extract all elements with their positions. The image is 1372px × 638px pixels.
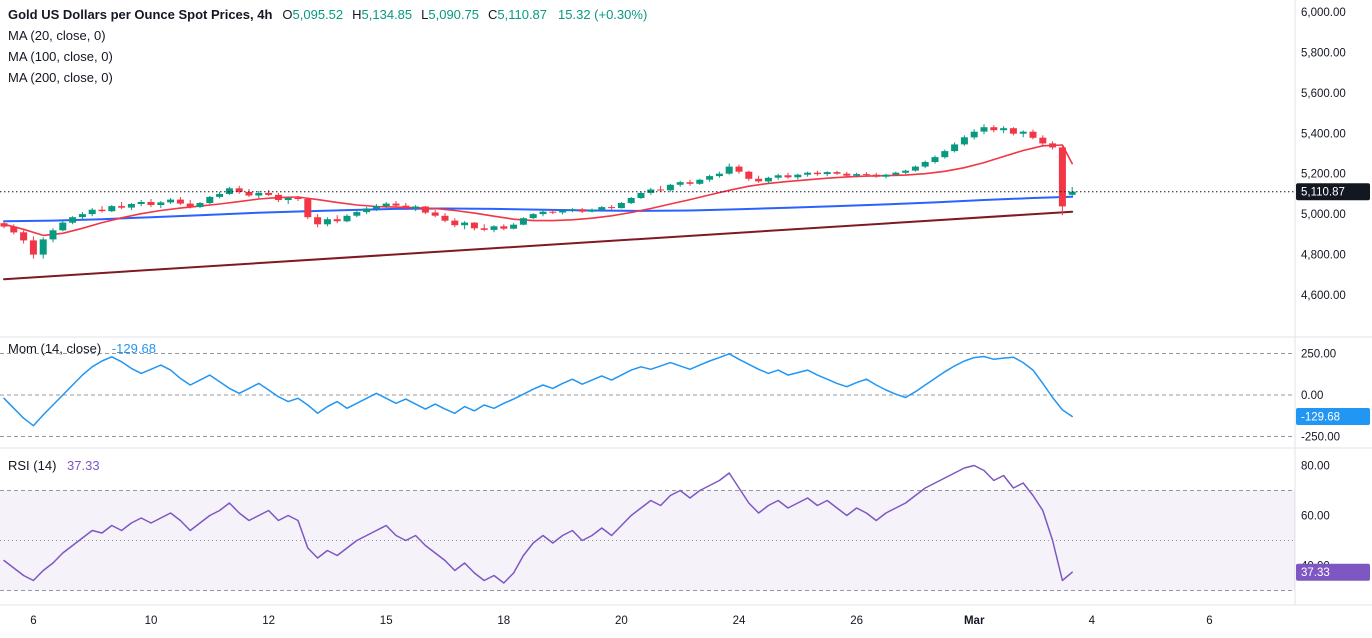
- rsi-legend[interactable]: RSI (14) 37.33: [8, 455, 100, 476]
- svg-text:6,000.00: 6,000.00: [1301, 7, 1346, 19]
- chart-title[interactable]: Gold US Dollars per Ounce Spot Prices, 4…: [8, 7, 273, 22]
- rsi-value: 37.33: [67, 458, 100, 473]
- svg-text:5,110.87: 5,110.87: [1301, 187, 1345, 199]
- svg-text:5,800.00: 5,800.00: [1301, 47, 1346, 59]
- ohlc-low: L5,090.75: [421, 7, 479, 22]
- mom-value: -129.68: [111, 341, 156, 356]
- svg-text:6: 6: [1206, 615, 1212, 627]
- momentum-legend[interactable]: Mom (14, close) -129.68: [8, 338, 156, 359]
- mom-label: Mom (14, close): [8, 341, 102, 356]
- ma100-label: MA (100, close, 0): [8, 49, 113, 64]
- svg-text:37.33: 37.33: [1301, 567, 1330, 579]
- svg-text:Mar: Mar: [964, 615, 985, 627]
- svg-text:10: 10: [145, 615, 158, 627]
- ohlc-high: H5,134.85: [352, 7, 413, 22]
- svg-text:5,000.00: 5,000.00: [1301, 209, 1346, 221]
- svg-text:4,800.00: 4,800.00: [1301, 250, 1346, 262]
- ma20-legend[interactable]: MA (20, close, 0): [8, 25, 647, 46]
- svg-text:24: 24: [733, 615, 746, 627]
- svg-text:4: 4: [1089, 615, 1096, 627]
- svg-text:60.00: 60.00: [1301, 511, 1330, 523]
- svg-text:4,600.00: 4,600.00: [1301, 290, 1346, 302]
- change-value: 15.32 (+0.30%): [558, 7, 648, 22]
- svg-text:5,600.00: 5,600.00: [1301, 88, 1346, 100]
- svg-text:5,200.00: 5,200.00: [1301, 169, 1346, 181]
- ma20-label: MA (20, close, 0): [8, 28, 106, 43]
- svg-text:-250.00: -250.00: [1301, 432, 1340, 444]
- price-legend: Gold US Dollars per Ounce Spot Prices, 4…: [8, 4, 647, 88]
- ma200-label: MA (200, close, 0): [8, 70, 113, 85]
- ma200-legend[interactable]: MA (200, close, 0): [8, 67, 647, 88]
- svg-text:20: 20: [615, 615, 628, 627]
- svg-text:26: 26: [850, 615, 863, 627]
- ma100-legend[interactable]: MA (100, close, 0): [8, 46, 647, 67]
- svg-text:15: 15: [380, 615, 393, 627]
- svg-text:6: 6: [30, 615, 36, 627]
- svg-text:18: 18: [497, 615, 510, 627]
- ohlc-open: O5,095.52: [282, 7, 344, 22]
- rsi-label: RSI (14): [8, 458, 57, 473]
- svg-text:5,400.00: 5,400.00: [1301, 128, 1346, 140]
- ohlc-close: C5,110.87: [487, 7, 548, 22]
- svg-text:250.00: 250.00: [1301, 349, 1336, 361]
- svg-text:-129.68: -129.68: [1301, 412, 1340, 424]
- svg-text:80.00: 80.00: [1301, 461, 1330, 473]
- symbol-row: Gold US Dollars per Ounce Spot Prices, 4…: [8, 4, 647, 25]
- svg-text:0.00: 0.00: [1301, 390, 1323, 402]
- svg-text:12: 12: [262, 615, 275, 627]
